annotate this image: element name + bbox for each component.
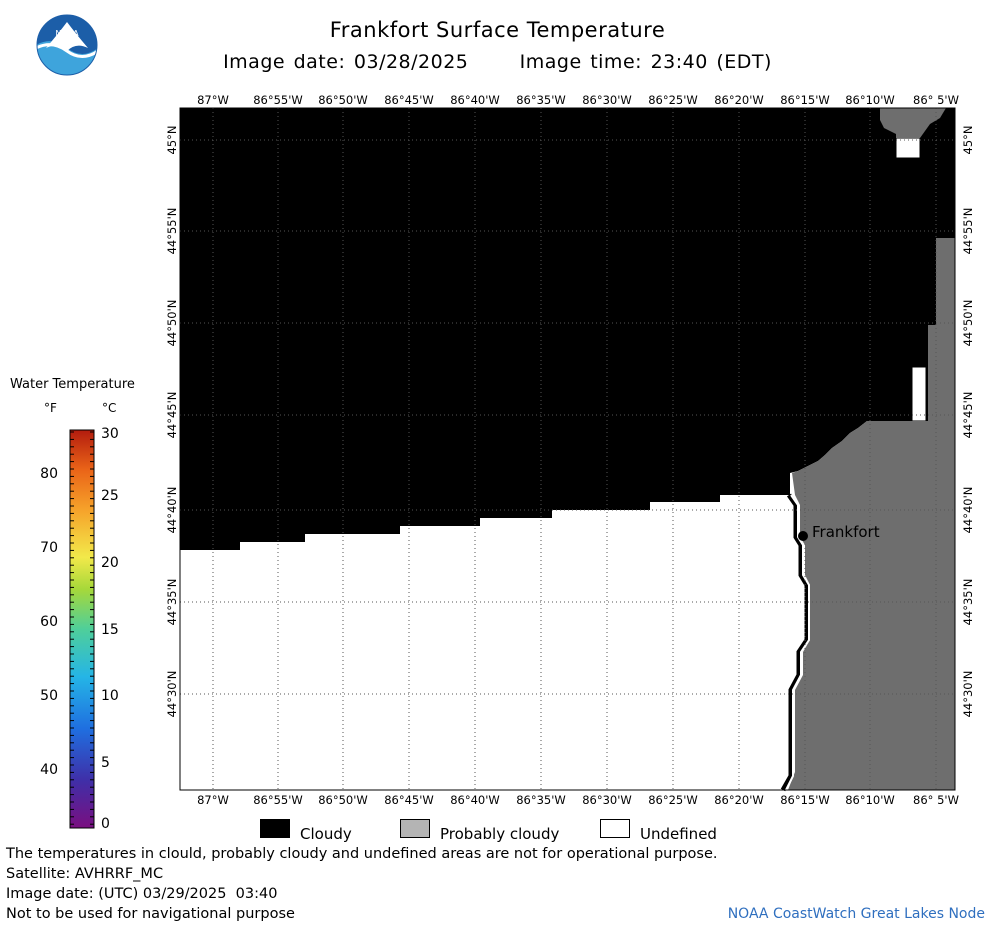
f-tick-50: 50 — [40, 688, 58, 704]
cloudy-area — [180, 108, 955, 550]
f-tick-40: 40 — [40, 762, 58, 778]
lat-label-left: 44°30'N — [165, 671, 179, 718]
lon-label-top: 86°30'W — [582, 93, 632, 107]
map-frame — [179, 107, 956, 791]
logo-text: NOAA — [55, 29, 79, 38]
f-tick-80: 80 — [40, 466, 58, 482]
lon-label-bottom: 87°W — [197, 793, 229, 807]
page-title: Frankfort Surface Temperature — [329, 18, 666, 42]
land-area — [788, 238, 955, 790]
lon-label-bottom: 86°50'W — [318, 793, 368, 807]
image-datetime: Image date: 03/28/2025 Image time: 23:40… — [0, 51, 995, 73]
frankfort-marker — [798, 531, 808, 541]
colorbar-title: Water Temperature — [10, 377, 135, 392]
lon-label-top: 86° 5'W — [913, 93, 959, 107]
lat-label-right: 44°35'N — [961, 579, 975, 626]
lon-label-bottom: 86°15'W — [780, 793, 830, 807]
lon-label-top: 86°50'W — [318, 93, 368, 107]
disclaimer-text: The temperatures in clould, probably clo… — [6, 846, 718, 862]
lon-label-bottom: 86°45'W — [384, 793, 434, 807]
lon-label-bottom: 86°30'W — [582, 793, 632, 807]
lon-label-bottom: 86°55'W — [253, 793, 303, 807]
undefined-patch-1 — [911, 366, 927, 422]
c-tick-10: 10 — [101, 688, 119, 704]
nav-warning-text: Not to be used for navigational purpose — [6, 906, 295, 922]
lat-label-right: 44°30'N — [961, 671, 975, 718]
lon-label-bottom: 86°35'W — [516, 793, 566, 807]
graticule — [180, 108, 955, 790]
lon-label-top: 86°10'W — [845, 93, 895, 107]
legend-swatch-cloudy — [260, 819, 290, 838]
lat-label-left: 44°45'N — [165, 392, 179, 439]
lon-label-bottom: 86°10'W — [845, 793, 895, 807]
satellite-text: Satellite: AVHRRF_MC — [6, 866, 164, 882]
image-date: Image date: 03/28/2025 — [223, 51, 469, 73]
coastline-highlight — [785, 494, 810, 791]
coastline — [780, 493, 810, 792]
lon-label-top: 86°15'W — [780, 93, 830, 107]
lon-label-top: 86°20'W — [714, 93, 764, 107]
land-area-north — [880, 108, 946, 138]
lon-label-top: 86°25'W — [648, 93, 698, 107]
undefined-patch-2 — [895, 137, 921, 159]
image-time: Image time: 23:40 (EDT) — [519, 51, 772, 73]
lon-label-bottom: 86°25'W — [648, 793, 698, 807]
c-tick-15: 15 — [101, 622, 119, 638]
c-tick-20: 20 — [101, 555, 119, 571]
frankfort-label: Frankfort — [812, 523, 880, 541]
lat-label-left: 44°35'N — [165, 579, 179, 626]
legend-label-cloudy: Cloudy — [300, 825, 352, 843]
c-tick-25: 25 — [101, 488, 119, 504]
lat-label-left: 44°55'N — [165, 208, 179, 255]
legend-label-probably-cloudy: Probably cloudy — [440, 825, 560, 843]
unit-celsius: °C — [102, 401, 117, 415]
colorbar-gradient — [69, 429, 95, 829]
lat-label-right: 44°45'N — [961, 392, 975, 439]
lat-label-right: 44°40'N — [961, 487, 975, 534]
lat-label-left: 44°40'N — [165, 487, 179, 534]
utc-date-text: Image date: (UTC) 03/29/2025 03:40 — [6, 886, 278, 902]
lon-label-bottom: 86°40'W — [450, 793, 500, 807]
f-tick-60: 60 — [40, 614, 58, 630]
lon-label-bottom: 86°20'W — [714, 793, 764, 807]
lat-label-left: 44°50'N — [165, 300, 179, 347]
lat-label-right: 44°55'N — [961, 208, 975, 255]
lat-label-left: 45°N — [165, 126, 179, 155]
legend-swatch-probably-cloudy — [400, 819, 430, 838]
lon-label-top: 86°45'W — [384, 93, 434, 107]
c-tick-0: 0 — [101, 816, 110, 832]
lon-label-top: 86°35'W — [516, 93, 566, 107]
c-tick-5: 5 — [101, 755, 110, 771]
credit-link[interactable]: NOAA CoastWatch Great Lakes Node — [727, 906, 985, 922]
lat-label-right: 45°N — [961, 126, 975, 155]
lon-label-bottom: 86° 5'W — [913, 793, 959, 807]
legend-label-undefined: Undefined — [640, 825, 717, 843]
colorbar — [69, 429, 95, 829]
lon-label-top: 86°40'W — [450, 93, 500, 107]
unit-fahrenheit: °F — [44, 401, 57, 415]
lon-label-top: 86°55'W — [253, 93, 303, 107]
noaa-logo: NOAA — [36, 14, 98, 76]
c-tick-30: 30 — [101, 426, 119, 442]
lon-label-top: 87°W — [197, 93, 229, 107]
f-tick-70: 70 — [40, 540, 58, 556]
legend-swatch-undefined — [600, 819, 630, 838]
lat-label-right: 44°50'N — [961, 300, 975, 347]
